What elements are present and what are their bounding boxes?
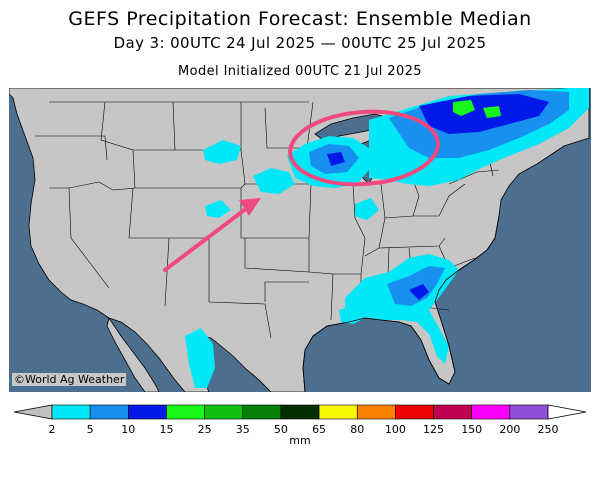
map-title: GEFS Precipitation Forecast: Ensemble Me…: [68, 8, 532, 30]
precip-plains-light-3: [205, 200, 231, 218]
legend-tick-label: 125: [423, 423, 444, 436]
coastline: [302, 215, 500, 392]
legend-tick-label: 35: [236, 423, 250, 436]
precip-mexico-light: [185, 328, 215, 388]
highlight-arrow-shaft: [163, 206, 249, 272]
legend-tick-label: 50: [274, 423, 288, 436]
precip-upper-midwest-heavy: [327, 152, 345, 166]
legend-swatch: [128, 404, 167, 420]
precip-southeast-moderate: [387, 266, 445, 306]
highlight-circle: [288, 109, 440, 187]
precipitation-legend: 2 5 10 15 25 35 50 65 80 100 125 150 200 250 mm: [13, 404, 587, 447]
legend-tick-label: 15: [159, 423, 173, 436]
legend-swatch: [433, 404, 472, 420]
legend-unit: mm: [289, 434, 310, 447]
legend-swatch: [509, 404, 549, 420]
legend-tick-label: 65: [312, 423, 326, 436]
precip-plains-light: [253, 168, 295, 194]
precip-northeast-heavy: [419, 94, 549, 134]
precip-gulf-light: [339, 304, 365, 324]
precip-northeast-very-heavy: [453, 100, 475, 116]
legend-tick-label: 10: [121, 423, 135, 436]
legend-tick-label: 2: [49, 423, 56, 436]
precip-plains-light-2: [203, 140, 241, 164]
precip-iowa-light: [355, 198, 379, 220]
baja-peninsula: [106, 317, 160, 392]
legend-tick-label: 5: [87, 423, 94, 436]
precipitation-shading: [185, 88, 589, 388]
legend-swatch: [204, 404, 244, 420]
legend-under-arrow: [13, 404, 53, 420]
precip-northeast-very-heavy-2: [483, 106, 501, 118]
model-init-time: Model Initialized 00UTC 21 Jul 2025: [178, 64, 422, 79]
legend-swatch: [471, 404, 511, 420]
forecast-period: Day 3: 00UTC 24 Jul 2025 — 00UTC 25 Jul …: [113, 34, 487, 52]
legend-swatch: [318, 404, 358, 420]
legend-swatch: [166, 404, 205, 420]
legend-swatch: [51, 404, 91, 420]
legend-tick-label: 80: [350, 423, 364, 436]
legend-tick-label: 100: [385, 423, 406, 436]
legend-swatch: [89, 404, 129, 420]
legend-tick-label: 150: [461, 423, 482, 436]
precip-southeast-heavy: [409, 284, 429, 300]
legend-swatch: [242, 404, 282, 420]
legend-swatch: [356, 404, 396, 420]
precipitation-map: [9, 88, 591, 392]
map-credit: ©World Ag Weather: [12, 373, 127, 386]
legend-swatch: [395, 404, 434, 420]
state-borders: [35, 88, 589, 339]
legend-over-arrow: [547, 404, 587, 420]
legend-swatch: [280, 404, 320, 420]
legend-tick-label: 200: [499, 423, 520, 436]
highlight-arrow-head: [239, 198, 261, 216]
legend-tick-label: 250: [538, 423, 559, 436]
legend-tick-label: 25: [198, 423, 212, 436]
